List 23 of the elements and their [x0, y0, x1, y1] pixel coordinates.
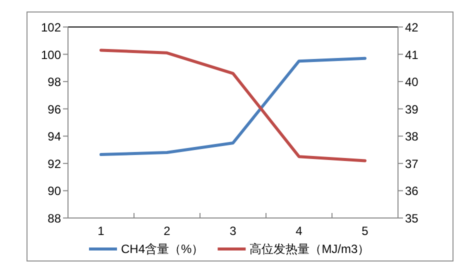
legend-label: CH4含量（%） [121, 242, 204, 256]
y2-tick-label: 38 [405, 130, 419, 144]
y-tick-label: 88 [48, 212, 62, 226]
x-tick-label: 2 [164, 224, 171, 238]
y-tick-label: 102 [40, 20, 62, 34]
y-tick-label: 98 [48, 75, 62, 90]
x-tick-label: 4 [296, 224, 303, 238]
y2-tick-label: 41 [405, 48, 419, 62]
y2-tick-label: 40 [405, 75, 419, 90]
y-tick-label: 92 [48, 156, 62, 171]
y-tick-label: 94 [48, 130, 62, 144]
y2-tick-label: 35 [405, 212, 419, 226]
y2-tick-label: 42 [405, 20, 419, 34]
y2-tick-label: 39 [405, 102, 419, 116]
x-tick-label: 1 [98, 224, 105, 238]
x-tick-label: 3 [230, 224, 237, 238]
y-tick-label: 90 [48, 184, 62, 198]
legend-label: 高位发热量（MJ/m3） [250, 242, 370, 256]
y2-tick-label: 37 [405, 156, 419, 171]
y2-tick-label: 36 [405, 184, 419, 198]
y-tick-label: 96 [48, 102, 62, 116]
x-tick-label: 5 [362, 224, 369, 238]
y-tick-label: 100 [40, 48, 62, 62]
